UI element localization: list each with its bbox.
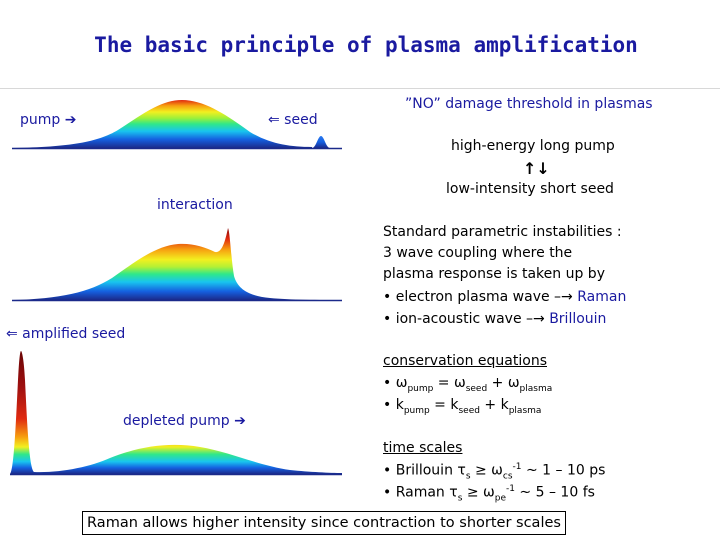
brillouin-s-sub: s (465, 471, 471, 482)
instabilities-line-1: Standard parametric instabilities : (383, 224, 622, 240)
conclusion-box: Raman allows higher intensity since cont… (82, 511, 566, 535)
raman-prefix: • Raman τ (383, 484, 458, 501)
raman-sup: -1 (506, 484, 515, 494)
raman-pe-sub: pe (494, 493, 506, 504)
up-down-arrows-icon: ↑↓ (523, 159, 550, 178)
ion-acoustic-wave-text: • ion-acoustic wave –→ (383, 311, 550, 327)
title-divider (0, 88, 720, 89)
raman-s-sub: s (457, 493, 463, 504)
omega-plus: + ω (487, 375, 520, 391)
brillouin-cs-sub: cs (502, 471, 513, 482)
slide-title: The basic principle of plasma amplificat… (94, 33, 638, 57)
omega-plasma-sub: plasma (519, 383, 553, 394)
low-intensity-seed: low-intensity short seed (446, 181, 614, 197)
brillouin-mid: ≥ ω (470, 462, 503, 479)
interaction-label: interaction (157, 197, 233, 213)
instabilities-line-2: 3 wave coupling where the (383, 245, 573, 261)
brillouin-suffix: ~ 1 – 10 ps (521, 462, 606, 479)
instabilities-line-3: plasma response is taken up by (383, 266, 605, 282)
omega-pump-sub: pump (407, 383, 434, 394)
brillouin-time-scale: • Brillouin τs ≥ ωcs-1 ~ 1 – 10 ps (383, 462, 605, 481)
k-pump-sub: pump (403, 405, 430, 416)
interaction-profile (12, 228, 342, 302)
k-eq: = k (429, 397, 459, 413)
depleted-pump-label: depleted pump ➔ (123, 413, 246, 429)
electron-plasma-wave-item: • electron plasma wave –→ Raman (383, 289, 626, 305)
time-scales-heading: time scales (383, 440, 463, 456)
raman-mid: ≥ ω (462, 484, 495, 501)
brillouin-sup: -1 (512, 462, 522, 472)
raman-suffix: ~ 5 – 10 fs (514, 484, 595, 501)
initial-profile (12, 100, 342, 150)
omega-eq: = ω (433, 375, 466, 391)
k-equation: • kpump = kseed + kplasma (383, 397, 541, 416)
brillouin-prefix: • Brillouin τ (383, 462, 466, 479)
seed-label: ⇐ seed (268, 112, 318, 128)
omega-seed-sub: seed (465, 383, 488, 394)
ion-acoustic-wave-item: • ion-acoustic wave –→ Brillouin (383, 311, 606, 327)
k-plasma-sub: plasma (508, 405, 542, 416)
raman-term: Raman (577, 289, 627, 305)
pump-label: pump ➔ (20, 112, 77, 128)
conservation-heading: conservation equations (383, 353, 547, 369)
threshold-heading: ”NO” damage threshold in plasmas (405, 96, 653, 112)
k-plus: + k (479, 397, 509, 413)
amplified-profile (10, 351, 342, 476)
raman-time-scale: • Raman τs ≥ ωpe-1 ~ 5 – 10 fs (383, 484, 595, 503)
k-seed-sub: seed (458, 405, 480, 416)
omega-bullet: • ω (383, 375, 408, 391)
brillouin-term: Brillouin (549, 311, 607, 327)
amplified-seed-label: ⇐ amplified seed (6, 326, 126, 342)
electron-plasma-wave-text: • electron plasma wave –→ (383, 289, 578, 305)
omega-equation: • ωpump = ωseed + ωplasma (383, 375, 552, 394)
k-bullet: • k (383, 397, 404, 413)
high-energy-pump: high-energy long pump (451, 138, 615, 154)
